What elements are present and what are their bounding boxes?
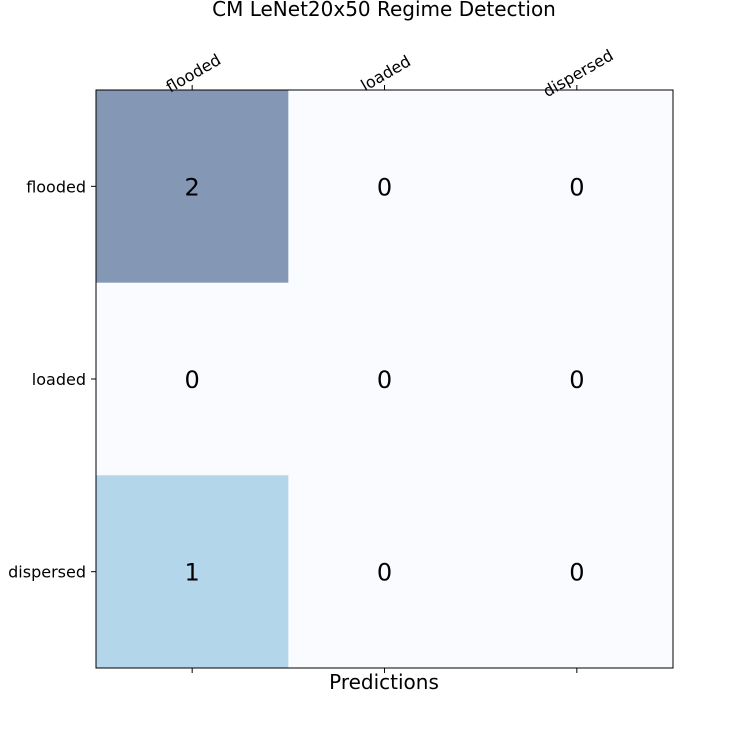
heatmap-cells: [96, 90, 674, 669]
heatmap-cell-dispersed-dispersed: [480, 475, 674, 669]
cell-value-flooded-loaded: 0: [377, 173, 392, 201]
y-tick-label-loaded: loaded: [32, 370, 86, 389]
y-tick-label-flooded: flooded: [26, 177, 86, 196]
heatmap-cell-dispersed-flooded: [96, 475, 289, 669]
axis-ticks: [91, 85, 578, 673]
heatmap-cell-labels: 2 0 0 0 0 0 1 0 0: [185, 173, 585, 586]
x-tick-label-loaded: loaded: [358, 51, 414, 95]
chart-title: CM LeNet20x50 Regime Detection: [212, 0, 556, 21]
heatmap-cell-dispersed-loaded: [288, 475, 482, 669]
cell-value-loaded-dispersed: 0: [569, 366, 584, 394]
x-tick-label-flooded: flooded: [163, 50, 224, 96]
cell-value-flooded-dispersed: 0: [569, 173, 584, 201]
cell-value-flooded-flooded: 2: [185, 173, 200, 201]
x-axis-label: Predictions: [329, 670, 439, 694]
cell-value-dispersed-dispersed: 0: [569, 559, 584, 587]
cell-value-dispersed-loaded: 0: [377, 559, 392, 587]
cell-value-loaded-flooded: 0: [185, 366, 200, 394]
heatmap-cell-flooded-flooded: [96, 90, 289, 284]
heatmap-cell-loaded-flooded: [96, 282, 289, 476]
heatmap-cell-flooded-dispersed: [480, 90, 674, 284]
cell-value-loaded-loaded: 0: [377, 366, 392, 394]
cell-value-dispersed-flooded: 1: [185, 559, 200, 587]
y-tick-label-dispersed: dispersed: [8, 563, 86, 582]
heatmap-cell-loaded-dispersed: [480, 282, 674, 476]
heatmap-cell-loaded-loaded: [288, 282, 482, 476]
heatmap-cell-flooded-loaded: [288, 90, 482, 284]
y-tick-labels: flooded loaded dispersed: [8, 177, 86, 581]
